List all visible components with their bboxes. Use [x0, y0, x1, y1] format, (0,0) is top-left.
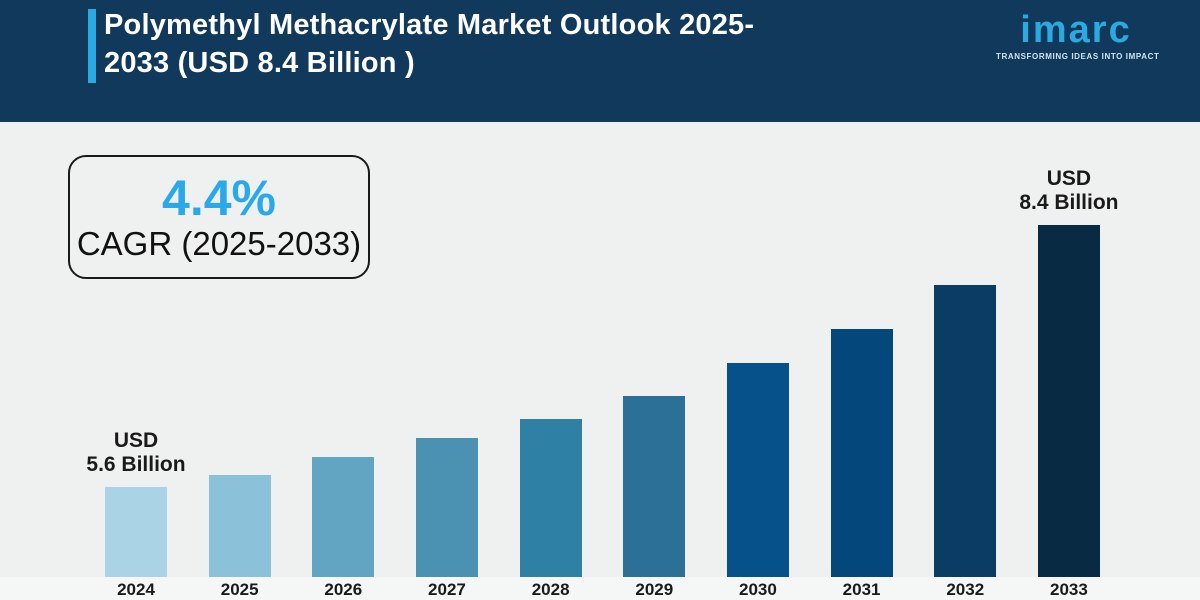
bar-cell-2024: 2024 USD 5.6 Billion	[86, 122, 185, 599]
bar-2032	[934, 285, 997, 577]
bar-cell-2028: 2028	[519, 122, 582, 599]
x-tick-label-2030: 2030	[739, 580, 777, 599]
chart-area: 4.4% CAGR (2025-2033) 2024 USD 5.6 Billion…	[0, 122, 1200, 600]
bar-cell-2032: 2032	[934, 122, 997, 599]
bar-2028	[519, 419, 582, 577]
page-title-line1: Polymethyl Methacrylate Market Outlook 2…	[104, 9, 755, 41]
value-label-2024: USD 5.6 Billion	[86, 429, 185, 477]
bar-2030	[726, 363, 789, 577]
header: Polymethyl Methacrylate Market Outlook 2…	[0, 0, 1200, 122]
bar-cell-2025: 2025	[208, 122, 271, 599]
bar-cell-2030: 2030	[726, 122, 789, 599]
bar-2027	[415, 438, 478, 577]
page-title: Polymethyl Methacrylate Market Outlook 2…	[104, 6, 984, 82]
x-tick-label-2025: 2025	[220, 580, 259, 599]
x-tick-label-2029: 2029	[635, 580, 674, 599]
x-tick-label-2033: 2033	[1049, 580, 1088, 599]
x-tick-label-2024: 2024	[117, 580, 155, 599]
x-axis-strip	[0, 577, 1200, 600]
x-tick-label-2027: 2027	[428, 580, 466, 599]
plot-area: 2024 USD 5.6 Billion 2025 2026 2027 2028 2029 20…	[86, 122, 1118, 599]
title-accent-bar	[88, 9, 96, 83]
bar-2026	[312, 457, 375, 577]
cagr-badge: 4.4% CAGR (2025-2033)	[68, 155, 370, 279]
x-tick-label-2028: 2028	[531, 580, 570, 599]
value-label-line: USD	[1046, 167, 1092, 190]
bar-cell-2026: 2026	[312, 122, 375, 599]
page-title-line2: 2033 (USD 8.4 Billion )	[104, 47, 415, 79]
imarc-logo-wordmark: imarc	[1020, 9, 1132, 51]
cagr-value: 4.4%	[162, 170, 276, 226]
value-label-line: 8.4 Billion	[1019, 191, 1119, 214]
bar-cell-2033: 2033 USD 8.4 Billion	[1019, 122, 1118, 599]
bar-cell-2031: 2031	[830, 122, 893, 599]
value-label-line: USD	[113, 429, 159, 452]
imarc-logo-tagline: TRANSFORMING IDEAS INTO IMPACT	[996, 52, 1160, 61]
bar-cell-2029: 2029	[623, 122, 686, 599]
x-tick-label-2026: 2026	[324, 580, 363, 599]
bar-2025	[208, 475, 271, 577]
x-tick-label-2032: 2032	[946, 580, 985, 599]
cagr-label: CAGR (2025-2033)	[76, 225, 362, 262]
bar-2033	[1037, 225, 1100, 577]
imarc-logo: imarc TRANSFORMING IDEAS INTO IMPACT	[996, 9, 1160, 61]
bar-2031	[830, 329, 893, 577]
bar-cell-2027: 2027	[415, 122, 478, 599]
value-label-2033: USD 8.4 Billion	[1019, 167, 1118, 215]
x-tick-label-2031: 2031	[842, 580, 881, 599]
value-label-line: 5.6 Billion	[86, 453, 186, 476]
bar-2024	[105, 487, 167, 577]
bar-2029	[623, 396, 686, 577]
